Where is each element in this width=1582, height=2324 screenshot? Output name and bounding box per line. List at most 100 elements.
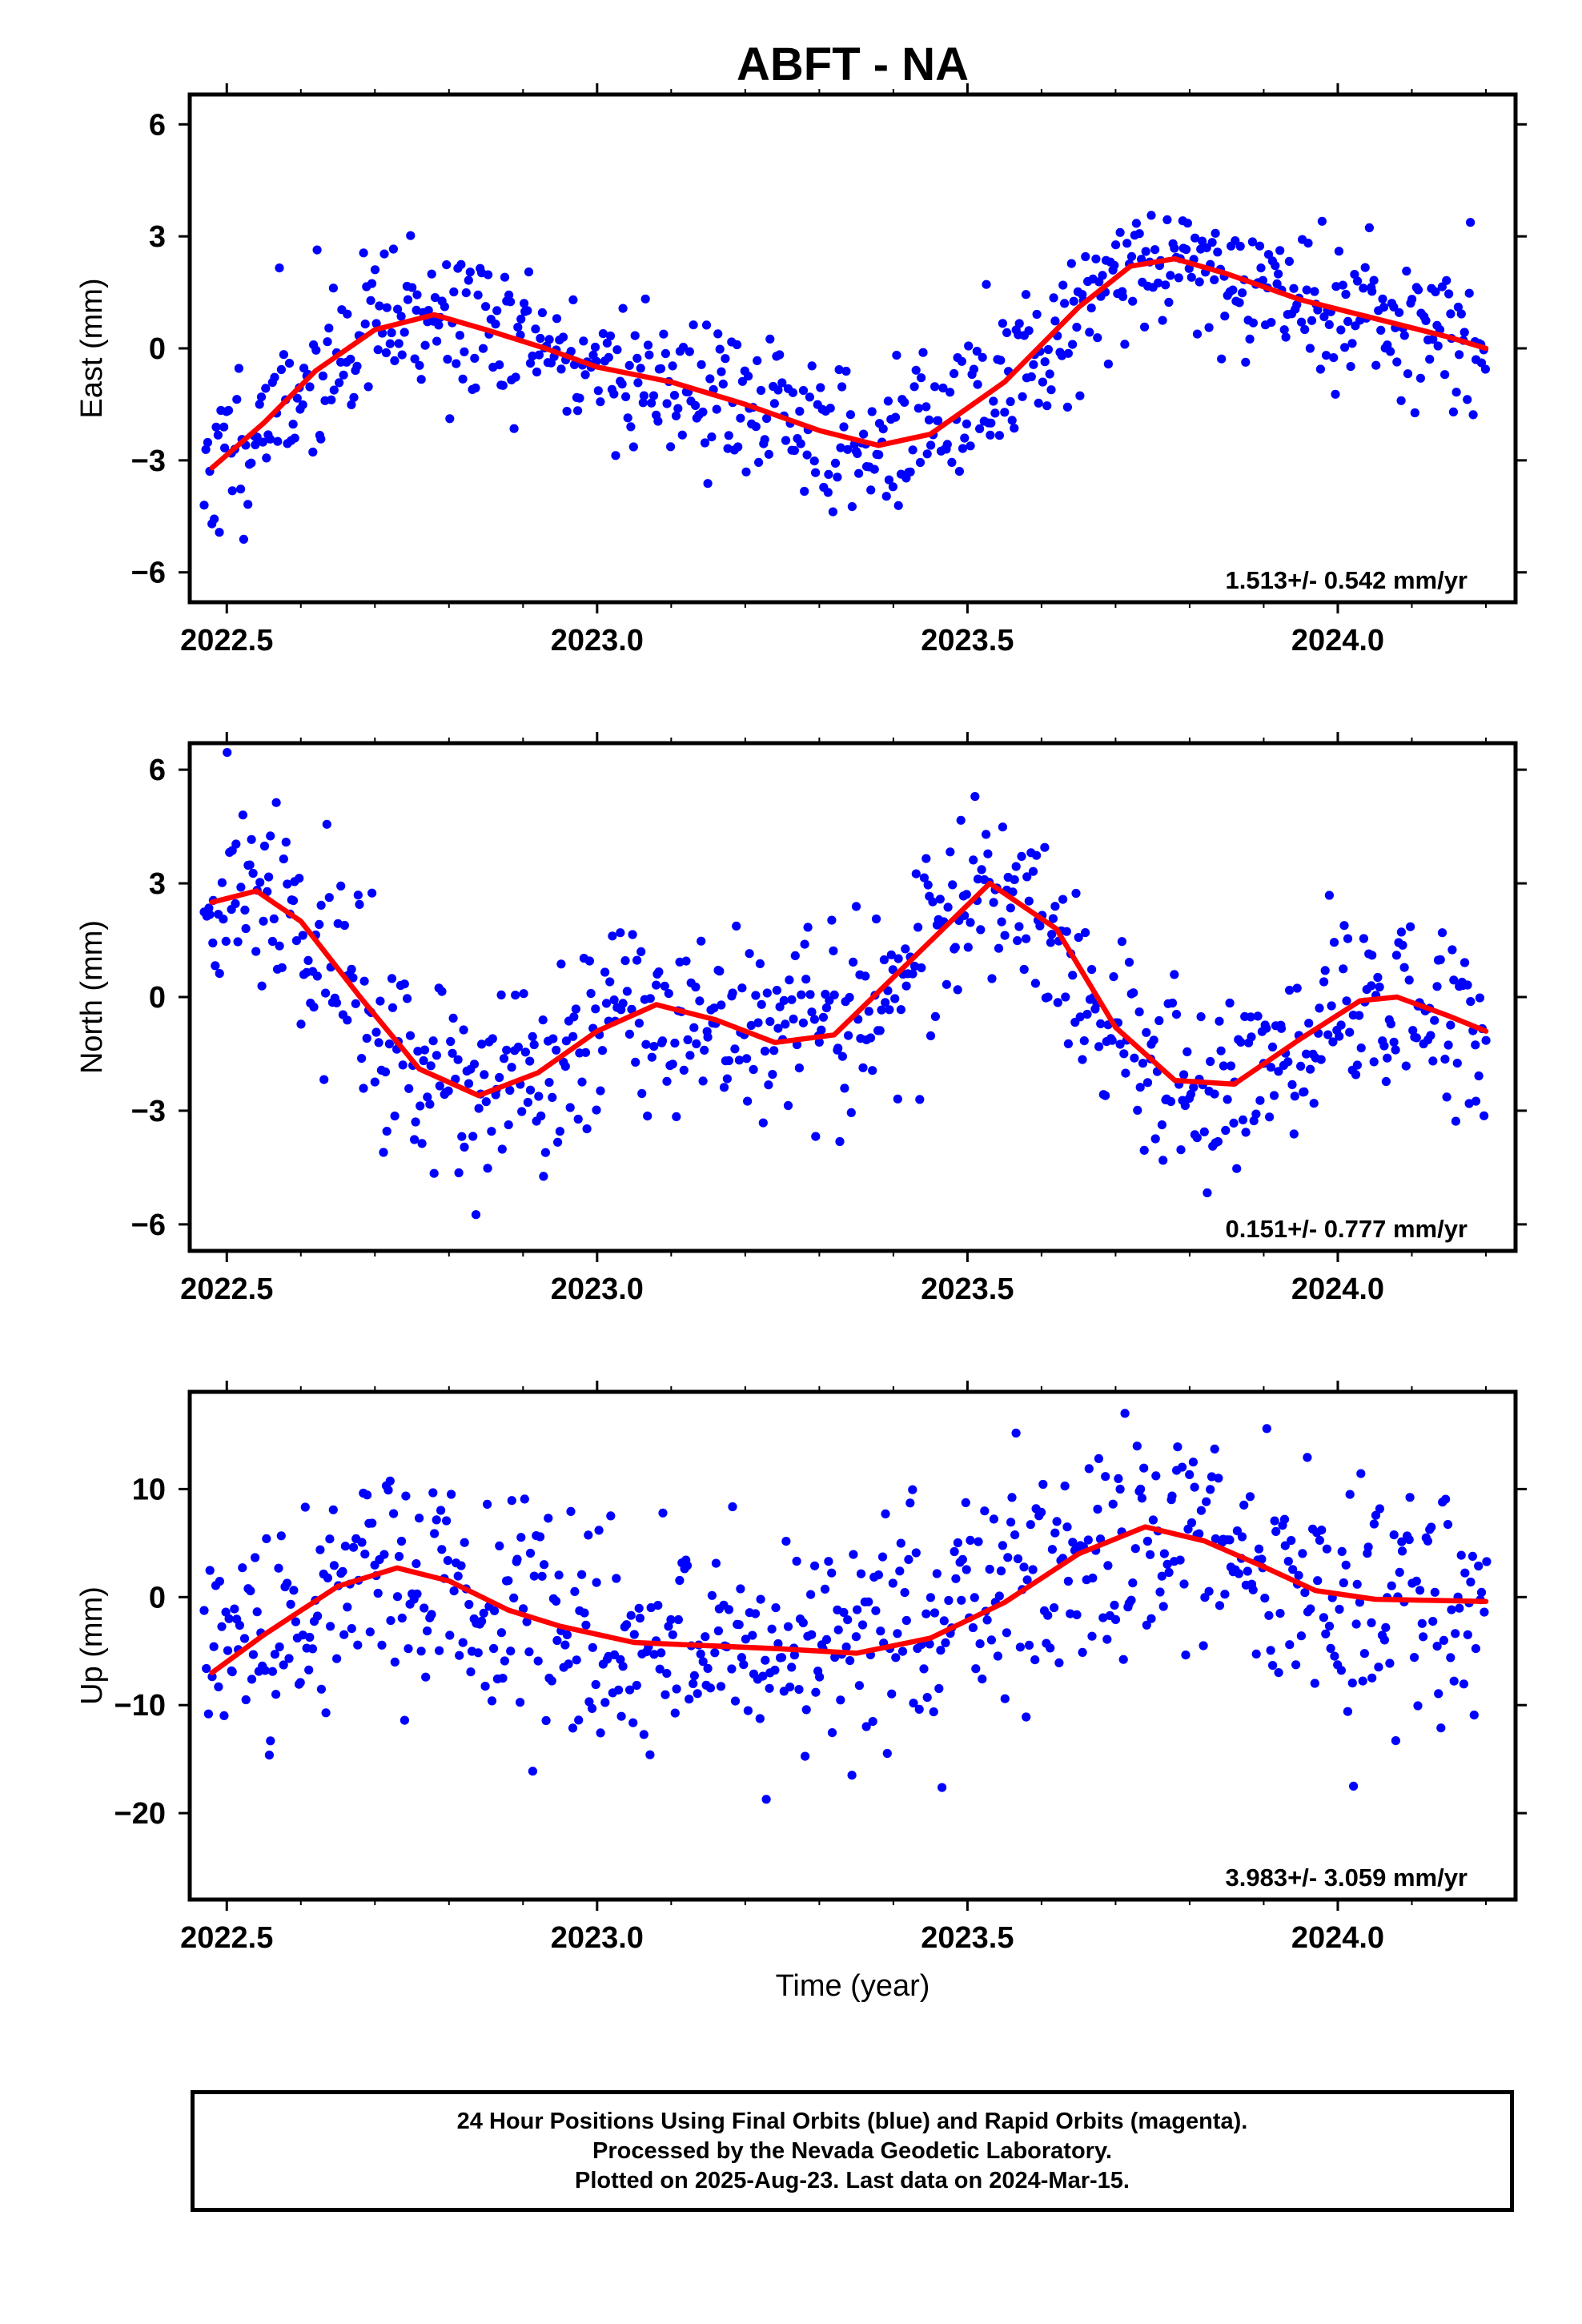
data-point: [986, 418, 996, 428]
data-point: [312, 971, 322, 981]
data-point: [477, 1616, 487, 1626]
data-point: [636, 364, 645, 373]
data-point: [672, 1684, 681, 1694]
data-points: [199, 748, 1491, 1220]
data-point: [1255, 241, 1265, 251]
data-point: [442, 1516, 452, 1526]
data-point: [1395, 308, 1404, 317]
data-point: [1369, 1057, 1379, 1067]
data-point: [668, 1059, 677, 1069]
data-point: [853, 448, 862, 459]
data-point: [1133, 1105, 1142, 1115]
data-point: [398, 1060, 408, 1070]
data-point: [765, 1017, 775, 1027]
data-point: [536, 333, 545, 344]
data-point: [878, 424, 888, 434]
data-point: [755, 1714, 765, 1723]
data-point: [969, 364, 978, 374]
data-point: [877, 1552, 888, 1562]
data-point: [1398, 940, 1407, 950]
data-point: [668, 361, 677, 371]
data-point: [210, 514, 219, 524]
data-point: [639, 1730, 648, 1739]
data-point: [1141, 247, 1150, 256]
data-points: [199, 211, 1490, 545]
data-point: [905, 467, 915, 476]
data-point: [504, 1576, 513, 1586]
data-point: [1298, 1549, 1307, 1558]
data-point: [1232, 1526, 1242, 1536]
data-point: [1047, 1545, 1057, 1554]
x-tick-label: 2023.5: [921, 1273, 1014, 1306]
data-point: [930, 1608, 940, 1618]
data-point: [375, 996, 385, 1006]
data-point: [753, 1018, 763, 1027]
data-point: [255, 400, 264, 409]
data-point: [366, 296, 375, 305]
data-point: [601, 999, 612, 1008]
data-point: [750, 1609, 761, 1618]
data-point: [815, 1672, 825, 1682]
data-point: [516, 1698, 525, 1707]
data-point: [622, 1620, 632, 1630]
data-point: [401, 1491, 411, 1501]
data-point: [643, 1112, 652, 1121]
data-point: [579, 336, 588, 346]
data-point: [1139, 1145, 1149, 1155]
data-point: [881, 1509, 890, 1518]
data-point: [1229, 1118, 1239, 1128]
data-point: [887, 1689, 897, 1699]
data-point: [511, 991, 520, 1000]
data-point: [1010, 1530, 1020, 1540]
data-point: [449, 287, 459, 297]
data-point: [810, 1561, 820, 1570]
data-point: [1015, 1642, 1025, 1652]
data-point: [590, 342, 600, 352]
data-point: [647, 398, 656, 408]
data-point: [1428, 1617, 1438, 1626]
data-point: [308, 447, 318, 457]
data-point: [758, 1671, 768, 1681]
data-point: [733, 340, 742, 350]
data-point: [1103, 1561, 1113, 1570]
data-point: [1303, 239, 1313, 248]
data-point: [721, 354, 730, 364]
data-point: [1109, 972, 1118, 982]
data-point: [811, 1132, 821, 1141]
data-point: [1195, 1529, 1204, 1538]
data-point: [682, 1561, 693, 1570]
data-point: [1386, 347, 1395, 356]
data-point: [1448, 407, 1458, 416]
data-point: [1024, 896, 1034, 906]
data-point: [335, 378, 344, 388]
data-point: [513, 1042, 524, 1052]
data-point: [1158, 316, 1167, 325]
data-point: [1214, 1474, 1223, 1483]
data-point: [490, 1606, 500, 1615]
data-point: [801, 975, 811, 984]
data-point: [1157, 1120, 1166, 1130]
data-point: [571, 1004, 581, 1014]
data-point: [528, 1031, 537, 1041]
data-point: [1140, 322, 1150, 332]
data-point: [829, 946, 838, 955]
data-point: [1022, 1712, 1031, 1722]
data-point: [1474, 1071, 1484, 1081]
y-tick-label: −3: [131, 444, 166, 478]
data-point: [396, 312, 406, 321]
data-point: [594, 1526, 604, 1535]
data-point: [1179, 1070, 1189, 1080]
data-point: [1002, 1628, 1011, 1638]
data-point: [733, 442, 743, 452]
data-point: [934, 1683, 944, 1694]
data-point: [1234, 1569, 1243, 1578]
data-point: [1319, 977, 1329, 987]
data-point: [761, 1795, 771, 1804]
data-point: [1385, 1659, 1395, 1668]
data-point: [1456, 309, 1466, 319]
data-point: [1146, 1614, 1156, 1623]
data-point: [1155, 1587, 1165, 1597]
data-point: [400, 979, 409, 989]
data-point: [957, 356, 966, 366]
